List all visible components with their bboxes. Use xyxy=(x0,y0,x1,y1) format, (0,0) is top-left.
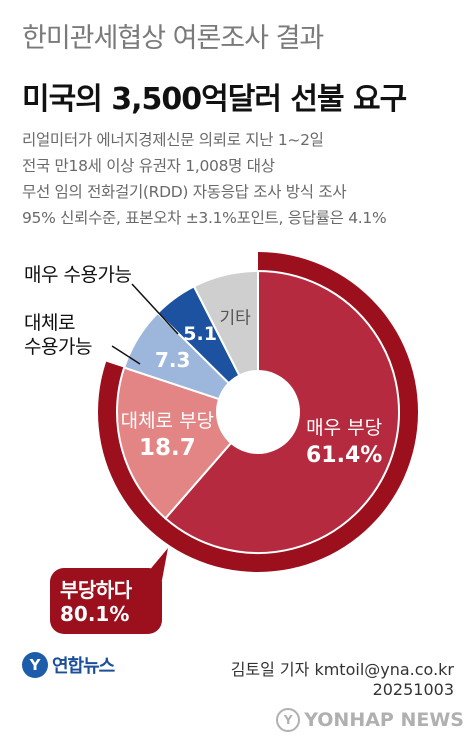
slice-value-label: 5.1 xyxy=(183,323,217,345)
total-badge xyxy=(50,568,162,634)
slice-category-label: 매우 부당 xyxy=(306,417,382,439)
survey-info-line: 무선 임의 전화걸기(RDD) 자동응답 조사 방식 조사 xyxy=(22,183,347,201)
slice-value-label: 61.4% xyxy=(306,443,382,468)
total-label: 부당하다 xyxy=(60,578,132,602)
watermark-text: YONHAP NEWS xyxy=(304,709,464,731)
callout-label-mostly-acceptable: 수용가능 xyxy=(24,336,92,358)
survey-info-line: 전국 만18세 이상 유권자 1,008명 대상 xyxy=(22,157,275,175)
survey-info-line: 리얼미터가 에너지경제신문 의뢰로 지난 1~2일 xyxy=(22,131,324,149)
survey-info-line: 95% 신뢰수준, 표본오차 ±3.1%포인트, 응답률은 4.1% xyxy=(22,209,387,227)
chart-title: 미국의 3,500억달러 선불 요구 xyxy=(22,82,407,117)
slice-value-label: 7.3 xyxy=(155,348,190,372)
logo-text: 연합뉴스 xyxy=(52,656,115,677)
watermark: Y YONHAP NEWS xyxy=(276,708,464,732)
chart-subtitle: 한미관세협상 여론조사 결과 xyxy=(22,23,324,54)
callout-label-mostly-acceptable: 대체로 xyxy=(24,312,75,334)
total-value: 80.1% xyxy=(60,602,130,626)
publish-date: 20251003 xyxy=(372,680,454,699)
reporter-credit: 김토일 기자 kmtoil@yna.co.kr xyxy=(230,660,454,679)
slice-category-label: 대체로 부당 xyxy=(121,410,214,432)
pie-chart: 매우 부당 61.4% 대체로 부당 18.7 7.3 5.1기타 xyxy=(97,252,419,580)
leader-line-very-acceptable xyxy=(131,283,179,335)
leader-line-mostly-acceptable xyxy=(111,345,141,365)
slice-value-label: 18.7 xyxy=(139,435,196,461)
yonhap-logo: Y 연합뉴스 xyxy=(22,652,115,678)
watermark-logo-icon: Y xyxy=(276,708,301,732)
callout-label-very-acceptable: 매우 수용가능 xyxy=(24,264,132,286)
donut-hole xyxy=(216,370,300,454)
slice-category-label: 기타 xyxy=(219,309,251,329)
logo-mark-icon: Y xyxy=(22,652,48,678)
